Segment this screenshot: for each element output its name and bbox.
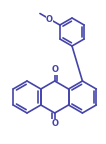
Text: O: O	[51, 120, 58, 128]
Text: O: O	[46, 15, 53, 23]
Text: O: O	[51, 66, 58, 74]
